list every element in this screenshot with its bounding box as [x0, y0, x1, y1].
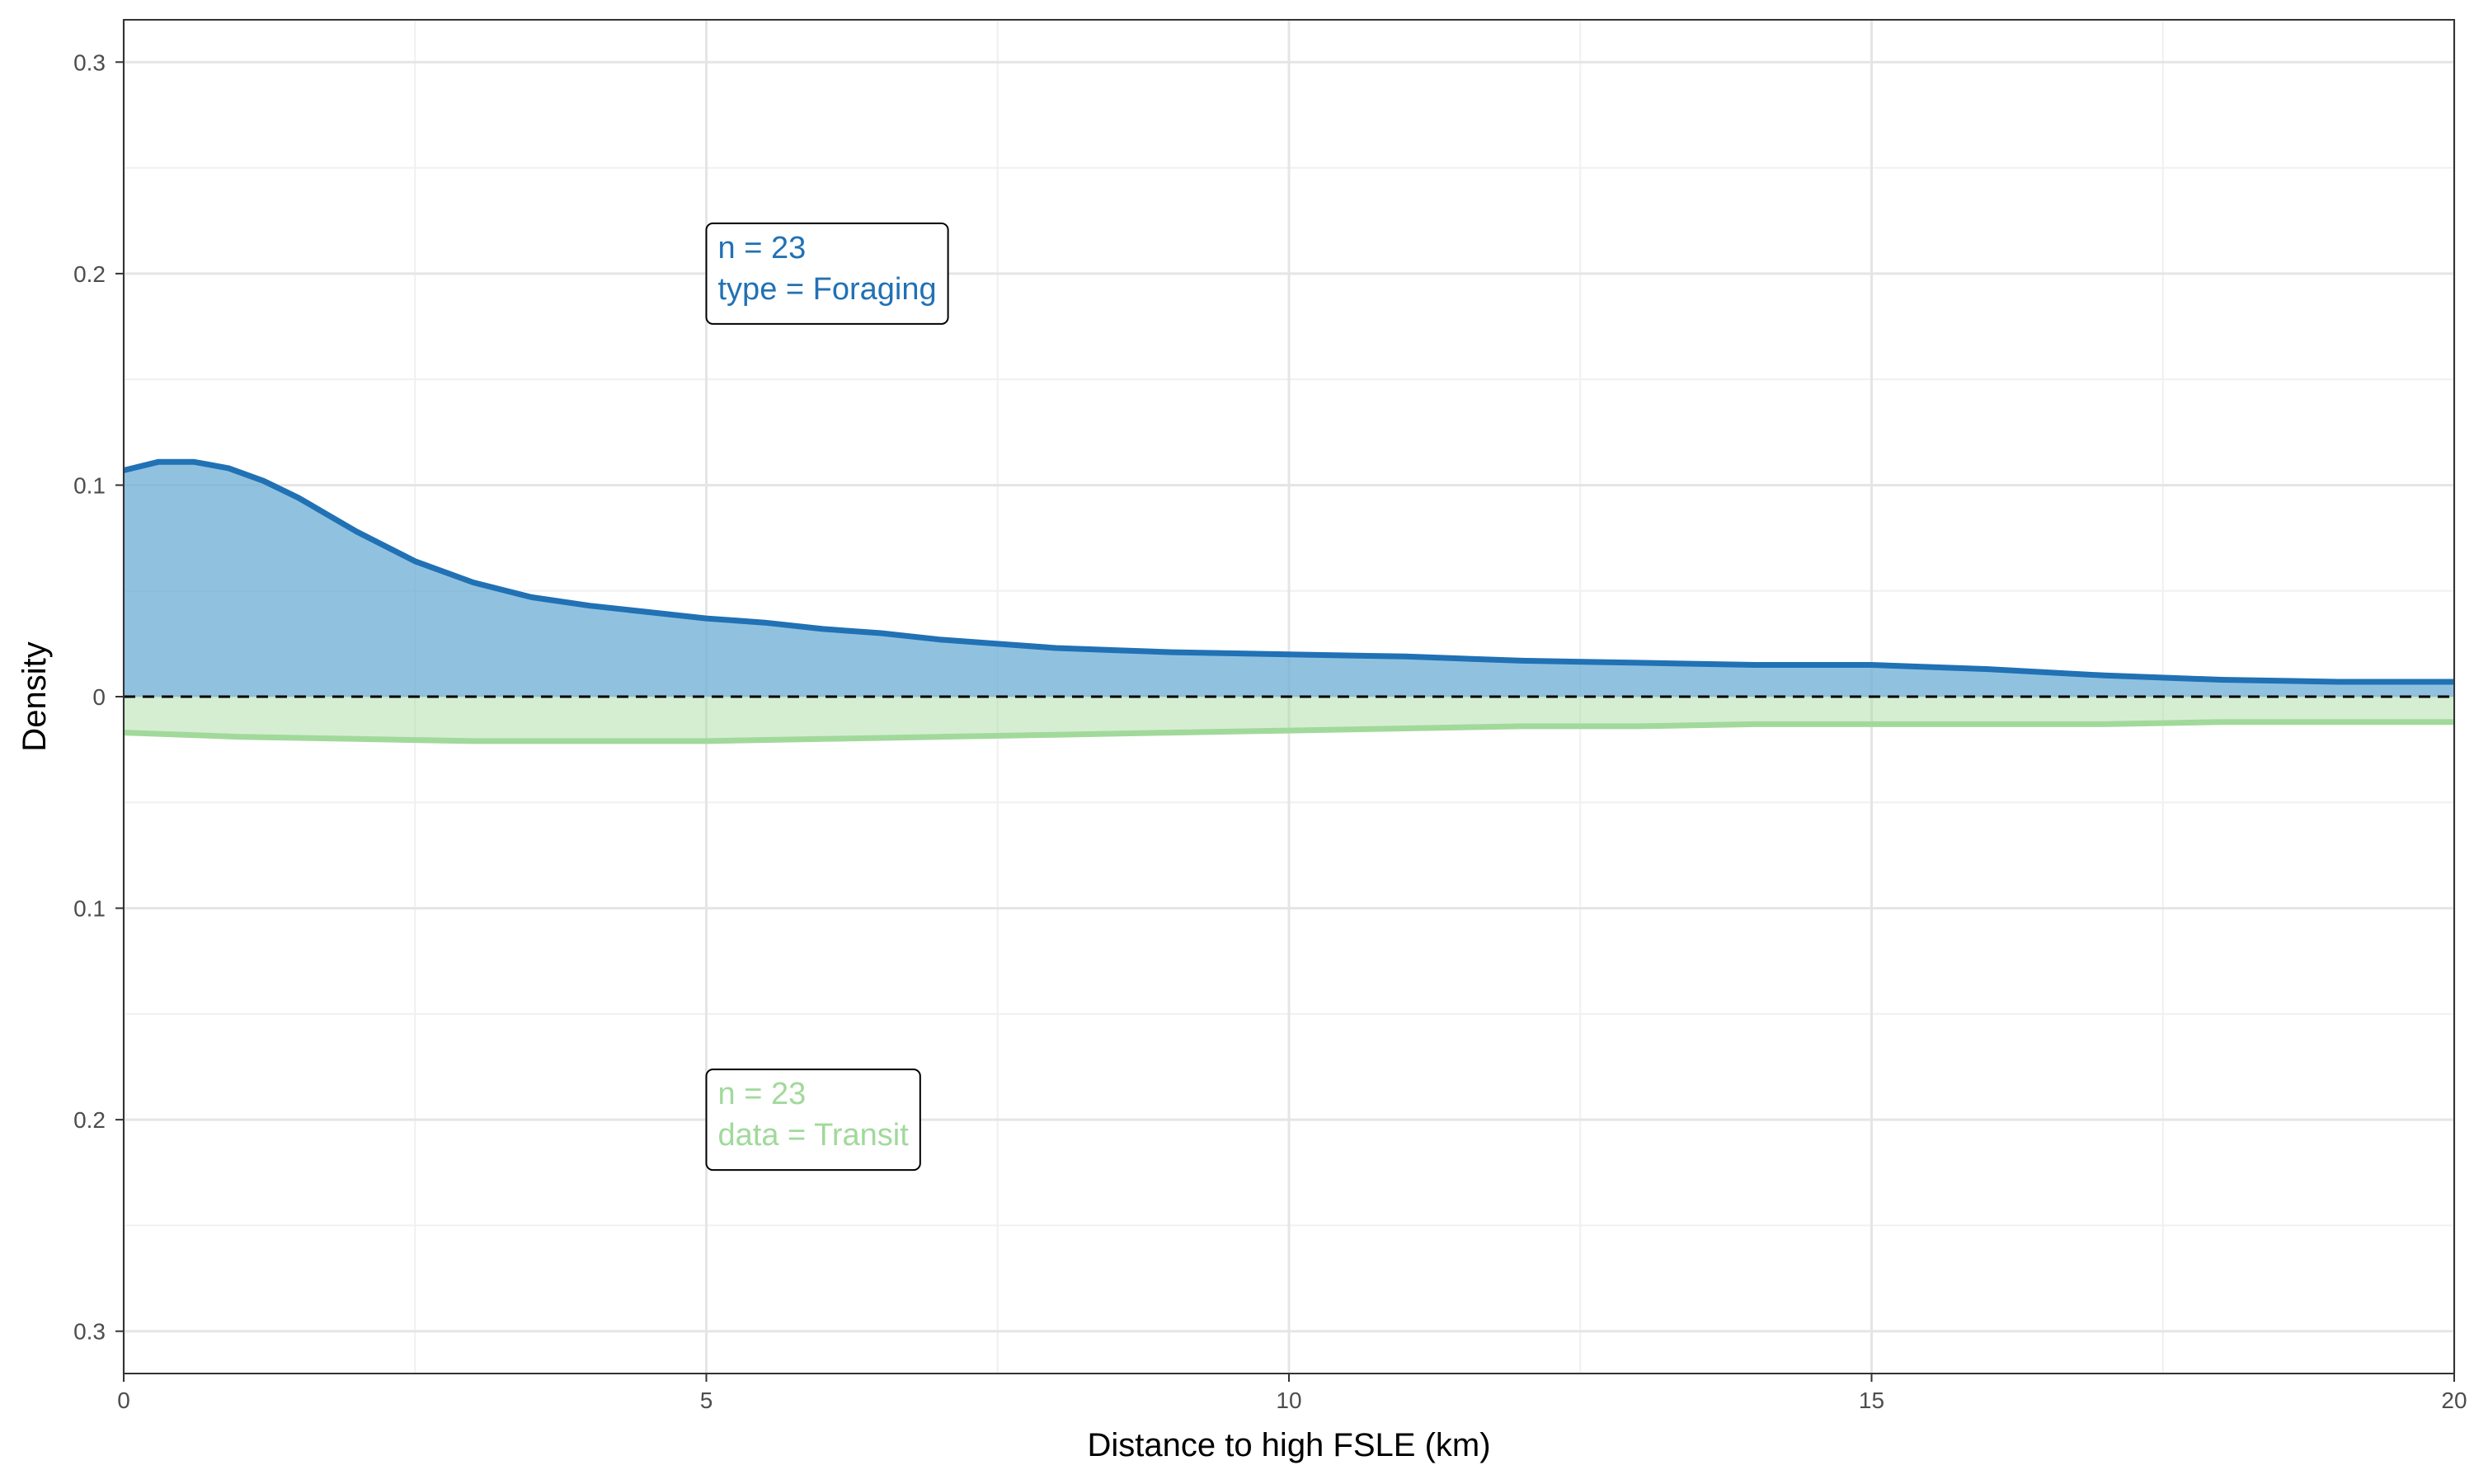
- annotation-group: n = 23 type = Foraging n = 23 data = Transi…: [705, 222, 949, 1172]
- y-tick-label: 0.2: [73, 261, 106, 287]
- y-tick-label: 0.3: [73, 49, 106, 75]
- x-tick-label: 0: [117, 1388, 130, 1413]
- density-area-lower: [124, 697, 2454, 741]
- y-axis-title: Density: [16, 641, 53, 751]
- annotation-line: type = Foraging: [718, 272, 937, 307]
- y-tick-label: 0.1: [73, 896, 106, 922]
- x-axis-title: Distance to high FSLE (km): [1087, 1427, 1490, 1463]
- density-areas: [123, 458, 2454, 744]
- x-tick-label: 15: [1859, 1388, 1884, 1413]
- y-axis-ticks: 0.3 0.2 0.1 0 0.1 0.2 0.3: [73, 49, 124, 1345]
- x-tick-label: 10: [1276, 1388, 1301, 1413]
- y-tick-label: 0: [92, 684, 106, 710]
- y-tick-label: 0.3: [73, 1319, 106, 1345]
- annotation-line: data = Transit: [718, 1118, 910, 1153]
- x-axis-ticks: 0 5 10 15 20: [117, 1374, 2467, 1413]
- density-area-upper: [124, 462, 2454, 697]
- annotation-line: n = 23: [718, 231, 807, 265]
- y-tick-label: 0.1: [73, 472, 106, 498]
- annotation-box: n = 23 type = Foraging: [705, 222, 949, 325]
- annotation-border: [705, 222, 949, 325]
- x-tick-label: 20: [2441, 1388, 2467, 1413]
- y-tick-label: 0.2: [73, 1107, 106, 1133]
- annotation-box: n = 23 data = Transit: [705, 1068, 921, 1172]
- annotation-border: [705, 1068, 921, 1172]
- density-line-upper: [123, 458, 2454, 685]
- density-line-lower: [123, 719, 2454, 744]
- annotation-line: n = 23: [718, 1077, 807, 1111]
- x-tick-label: 5: [700, 1388, 713, 1413]
